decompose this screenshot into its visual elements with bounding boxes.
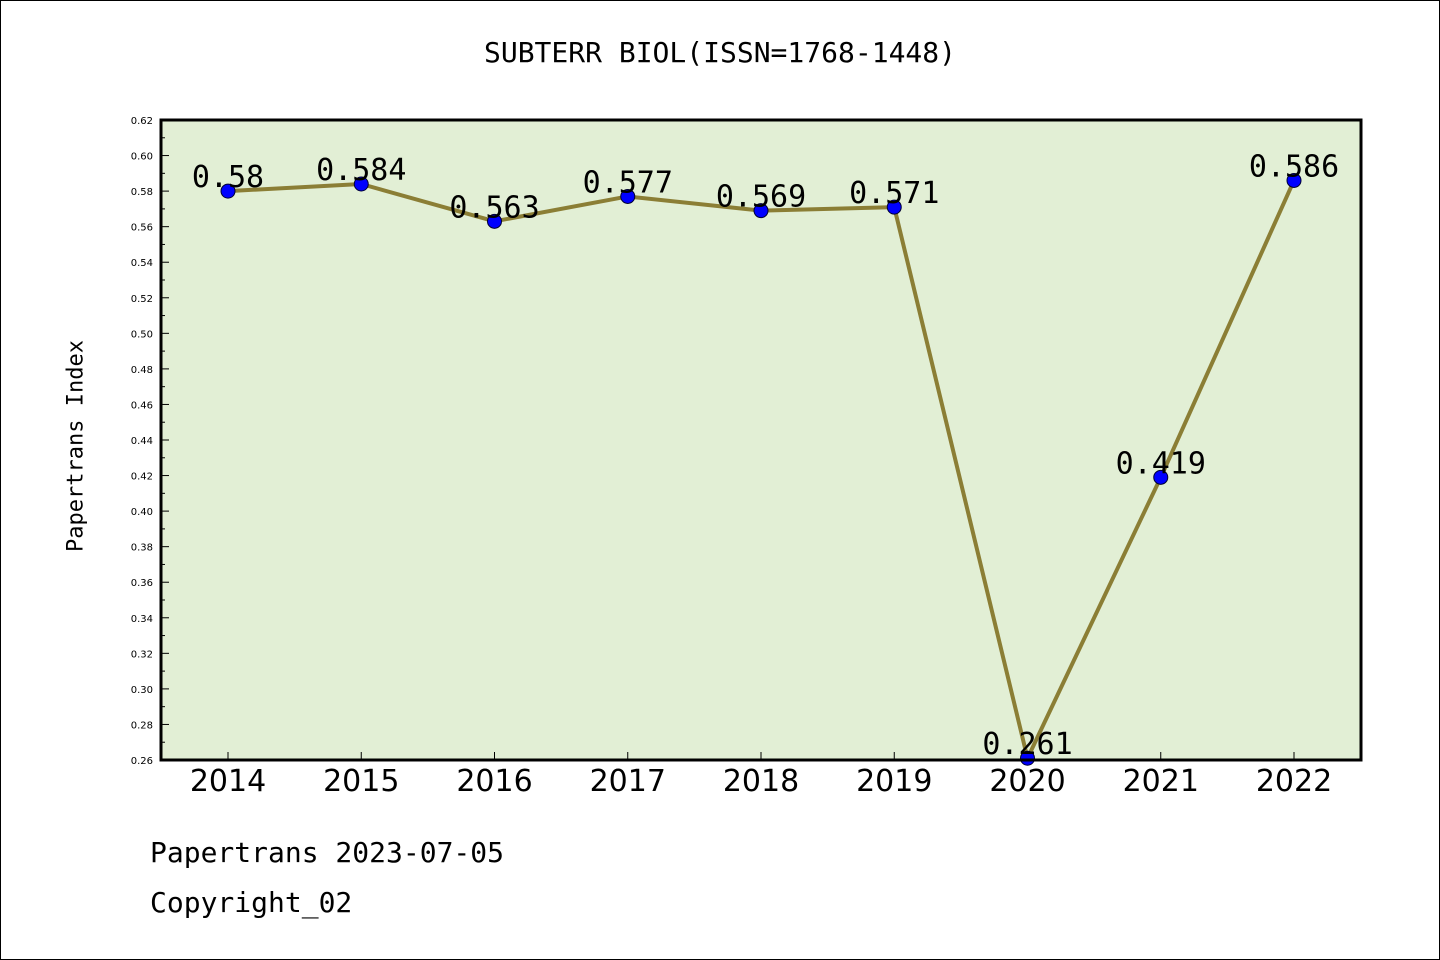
footer-date: Papertrans 2023-07-05 [150, 836, 505, 869]
y-tick-label: 0.48 [131, 365, 153, 376]
data-label: 0.261 [982, 727, 1072, 762]
y-tick-label: 0.56 [131, 223, 153, 234]
y-tick-label: 0.54 [131, 258, 153, 269]
data-point [220, 183, 236, 199]
data-label: 0.563 [449, 190, 539, 225]
data-label: 0.58 [192, 160, 264, 195]
y-tick-label: 0.44 [131, 436, 153, 447]
data-point [886, 199, 902, 215]
footer-copyright: Copyright_02 [150, 886, 353, 919]
y-tick-label: 0.32 [131, 649, 153, 660]
data-label: 0.569 [716, 180, 806, 215]
data-point [1020, 750, 1035, 766]
x-tick-label: 2016 [456, 764, 532, 799]
data-label: 0.584 [316, 153, 406, 188]
y-tick-label: 0.52 [131, 294, 153, 305]
y-tick-label: 0.62 [131, 116, 153, 127]
y-tick-label: 0.40 [131, 507, 153, 518]
data-point [1153, 469, 1169, 485]
y-tick-label: 0.58 [131, 187, 153, 198]
x-tick-label: 2014 [190, 764, 266, 799]
plot-border [159, 118, 1363, 762]
y-tick-label: 0.60 [131, 152, 153, 163]
y-tick-label: 0.46 [131, 400, 153, 411]
x-tick-label: 2017 [590, 764, 666, 799]
y-tick-label: 0.34 [131, 614, 153, 625]
data-point [1286, 172, 1302, 188]
x-tick-label: 2019 [856, 764, 932, 799]
data-label: 0.577 [583, 165, 673, 200]
x-tick-label: 2015 [323, 764, 399, 799]
y-tick-label: 0.28 [131, 720, 153, 731]
chart-title: SUBTERR BIOL(ISSN=1768-1448) [483, 36, 956, 69]
data-label: 0.586 [1249, 149, 1339, 184]
data-label: 0.571 [849, 176, 939, 211]
y-tick-label: 0.26 [131, 756, 153, 767]
x-tick-label: 2021 [1123, 764, 1199, 799]
data-point [353, 176, 369, 192]
y-tick-label: 0.50 [131, 329, 153, 340]
y-tick-label: 0.30 [131, 685, 153, 696]
y-tick-label: 0.42 [131, 472, 153, 483]
x-tick-label: 2018 [723, 764, 799, 799]
data-point [753, 203, 769, 219]
plot-area [161, 120, 1361, 760]
data-point [620, 188, 636, 204]
y-tick-label: 0.36 [131, 578, 153, 589]
data-point [487, 213, 502, 229]
y-tick-label: 0.38 [131, 543, 153, 554]
x-tick-label: 2020 [989, 764, 1065, 799]
data-label: 0.419 [1116, 446, 1206, 481]
x-tick-label: 2022 [1256, 764, 1332, 799]
